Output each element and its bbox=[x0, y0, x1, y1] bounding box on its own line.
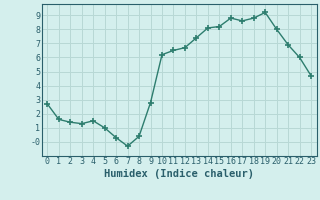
X-axis label: Humidex (Indice chaleur): Humidex (Indice chaleur) bbox=[104, 169, 254, 179]
